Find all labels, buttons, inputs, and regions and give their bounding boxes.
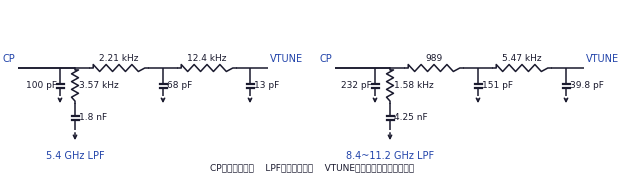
Text: CP：电荷泵输出    LPF：环路滤波器    VTUNE：压控振荡器的控制输入: CP：电荷泵输出 LPF：环路滤波器 VTUNE：压控振荡器的控制输入 — [210, 163, 414, 172]
Text: 39.8 pF: 39.8 pF — [570, 81, 604, 91]
Text: 4.25 nF: 4.25 nF — [394, 113, 428, 123]
Text: 8.4~11.2 GHz LPF: 8.4~11.2 GHz LPF — [346, 151, 434, 161]
Text: 13 pF: 13 pF — [254, 81, 279, 91]
Text: 2.21 kHz: 2.21 kHz — [99, 54, 139, 63]
Text: CP: CP — [319, 54, 332, 64]
Text: 989: 989 — [426, 54, 442, 63]
Text: 100 pF: 100 pF — [26, 81, 57, 91]
Text: 232 pF: 232 pF — [341, 81, 372, 91]
Text: 1.8 nF: 1.8 nF — [79, 113, 107, 123]
Text: 5.47 kHz: 5.47 kHz — [503, 54, 542, 63]
Text: VTUNE: VTUNE — [586, 54, 619, 64]
Text: 68 pF: 68 pF — [167, 81, 192, 91]
Text: VTUNE: VTUNE — [270, 54, 303, 64]
Text: 5.4 GHz LPF: 5.4 GHz LPF — [46, 151, 104, 161]
Text: 151 pF: 151 pF — [482, 81, 513, 91]
Text: 1.58 kHz: 1.58 kHz — [394, 81, 434, 90]
Text: 3.57 kHz: 3.57 kHz — [79, 81, 119, 90]
Text: 12.4 kHz: 12.4 kHz — [188, 54, 227, 63]
Text: CP: CP — [2, 54, 15, 64]
